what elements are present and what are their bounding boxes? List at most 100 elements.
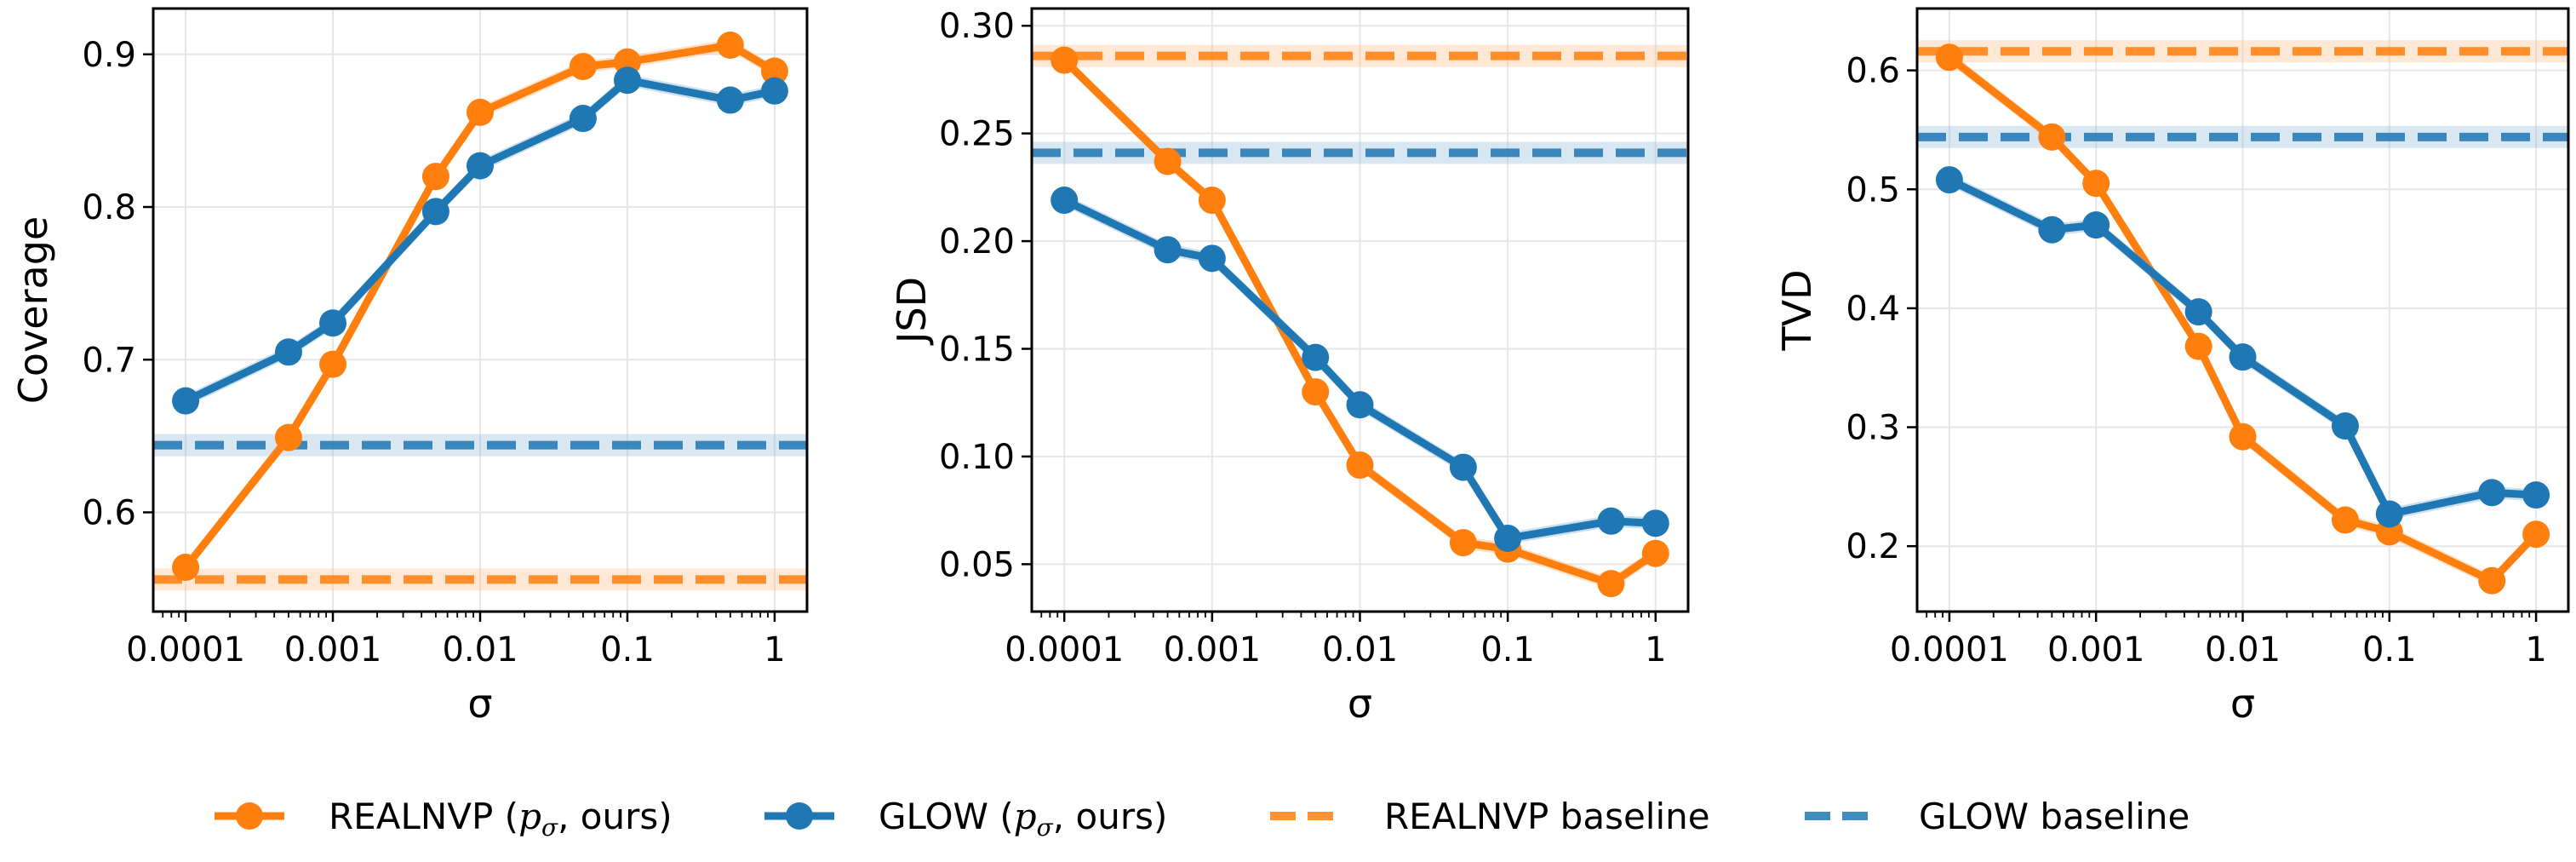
y-tick-label: 0.15 — [939, 330, 1015, 370]
y-tick-label: 0.25 — [939, 115, 1015, 154]
x-axis-label: σ — [2230, 681, 2255, 727]
glow-point — [1302, 343, 1330, 371]
glow-point — [2229, 343, 2257, 371]
y-tick-label: 0.30 — [939, 7, 1015, 46]
realnvp-point — [1641, 539, 1669, 567]
realnvp-point — [172, 554, 200, 582]
legend-item-3: REALNVP baseline — [1270, 796, 1710, 837]
x-tick-label: 0.1 — [600, 630, 655, 669]
x-tick-label: 0.01 — [1322, 630, 1398, 669]
y-axis-label: Coverage — [10, 216, 56, 404]
legend-label: GLOW (pσ, ours) — [879, 796, 1167, 842]
realnvp-point — [2229, 422, 2257, 451]
x-tick-label: 0.01 — [2205, 630, 2281, 669]
realnvp-point — [716, 32, 744, 60]
legend-label: REALNVP (pσ, ours) — [329, 796, 673, 842]
glow-point — [1050, 187, 1079, 215]
x-tick-label: 0.01 — [442, 630, 518, 669]
x-axis-label: σ — [1348, 681, 1372, 727]
glow-point — [1346, 391, 1374, 419]
glow-point — [1935, 166, 1963, 194]
glow-point — [172, 387, 200, 415]
realnvp-point — [2522, 520, 2550, 549]
x-tick-label: 0.0001 — [126, 630, 245, 669]
realnvp-point — [760, 57, 788, 85]
glow-point — [319, 309, 347, 337]
realnvp-point — [274, 423, 302, 451]
x-axis-label: σ — [467, 681, 492, 727]
realnvp-point — [1597, 570, 1625, 598]
realnvp-point — [1449, 529, 1477, 557]
x-tick-label: 0.001 — [1164, 630, 1262, 669]
legend-label: GLOW baseline — [1919, 796, 2190, 837]
glow-point — [613, 66, 641, 95]
x-tick-label: 1 — [1645, 630, 1666, 669]
realnvp-point — [2478, 566, 2506, 595]
y-axis-label: TVD — [1774, 270, 1820, 352]
x-tick-label: 0.1 — [2362, 630, 2417, 669]
legend-item-4: GLOW baseline — [1805, 796, 2190, 837]
legend-swatch-marker — [786, 802, 813, 830]
glow-point — [2038, 216, 2066, 244]
realnvp-point — [1346, 451, 1374, 480]
y-tick-label: 0.05 — [939, 545, 1015, 584]
y-tick-label: 0.7 — [82, 341, 136, 380]
glow-point — [760, 77, 788, 105]
realnvp-point — [319, 350, 347, 378]
glow-point — [2331, 412, 2359, 440]
y-axis-label: JSD — [889, 277, 935, 346]
x-tick-label: 0.001 — [284, 630, 382, 669]
x-tick-label: 1 — [2525, 630, 2546, 669]
legend: REALNVP (pσ, ours) GLOW (pσ, ours) REALNVP… — [215, 796, 2190, 842]
glow-point — [1449, 453, 1477, 481]
legend-item-1: REALNVP (pσ, ours) — [215, 796, 673, 842]
glow-point — [2082, 211, 2110, 239]
realnvp-point — [1302, 378, 1330, 406]
y-tick-label: 0.9 — [82, 36, 136, 75]
realnvp-point — [2082, 170, 2110, 198]
x-tick-label: 0.001 — [2047, 630, 2145, 669]
y-tick-label: 0.6 — [82, 493, 136, 532]
glow-point — [2184, 298, 2212, 326]
glow-point — [421, 198, 449, 226]
x-tick-label: 0.0001 — [1005, 630, 1124, 669]
realnvp-point — [2184, 332, 2212, 360]
glow-point — [1641, 509, 1669, 537]
panel-1: 0.0001 0.001 0.01 0.1 1 0.6 0.7 0.8 0.9 σ Coverage — [10, 7, 809, 727]
realnvp-point — [1935, 43, 1963, 72]
legend-label: REALNVP baseline — [1384, 796, 1710, 837]
realnvp-point — [467, 98, 494, 126]
realnvp-point — [421, 163, 449, 191]
glow-point — [716, 86, 744, 114]
y-tick-label: 0.5 — [1846, 170, 1900, 210]
y-tick-label: 0.20 — [939, 222, 1015, 261]
panel-3: 0.0001 0.001 0.01 0.1 1 0.2 0.3 0.4 0.5 0.6 σ TVD — [1774, 7, 2570, 727]
realnvp-point — [2038, 123, 2066, 151]
legend-item-2: GLOW (pσ, ours) — [764, 796, 1167, 842]
y-tick-label: 0.4 — [1846, 290, 1900, 329]
glow-point — [2375, 500, 2403, 528]
glow-point — [1494, 525, 1522, 553]
y-tick-label: 0.10 — [939, 438, 1015, 477]
realnvp-point — [1198, 187, 1226, 215]
glow-point — [2522, 481, 2550, 509]
glow-point — [274, 338, 302, 366]
y-tick-label: 0.8 — [82, 188, 136, 227]
glow-point — [569, 105, 597, 133]
y-tick-label: 0.2 — [1846, 527, 1900, 566]
glow-point — [2478, 479, 2506, 507]
realnvp-point — [569, 53, 597, 81]
glow-point — [467, 152, 494, 180]
y-tick-label: 0.6 — [1846, 52, 1900, 91]
glow-point — [1153, 236, 1182, 264]
realnvp-point — [1153, 147, 1182, 175]
x-tick-label: 0.0001 — [1890, 630, 2009, 669]
glow-point — [1198, 244, 1226, 273]
y-tick-label: 0.3 — [1846, 409, 1900, 448]
realnvp-point — [1050, 46, 1079, 74]
x-tick-label: 1 — [764, 630, 785, 669]
legend-swatch-marker — [236, 802, 263, 830]
glow-point — [1597, 507, 1625, 535]
realnvp-point — [2331, 506, 2359, 534]
